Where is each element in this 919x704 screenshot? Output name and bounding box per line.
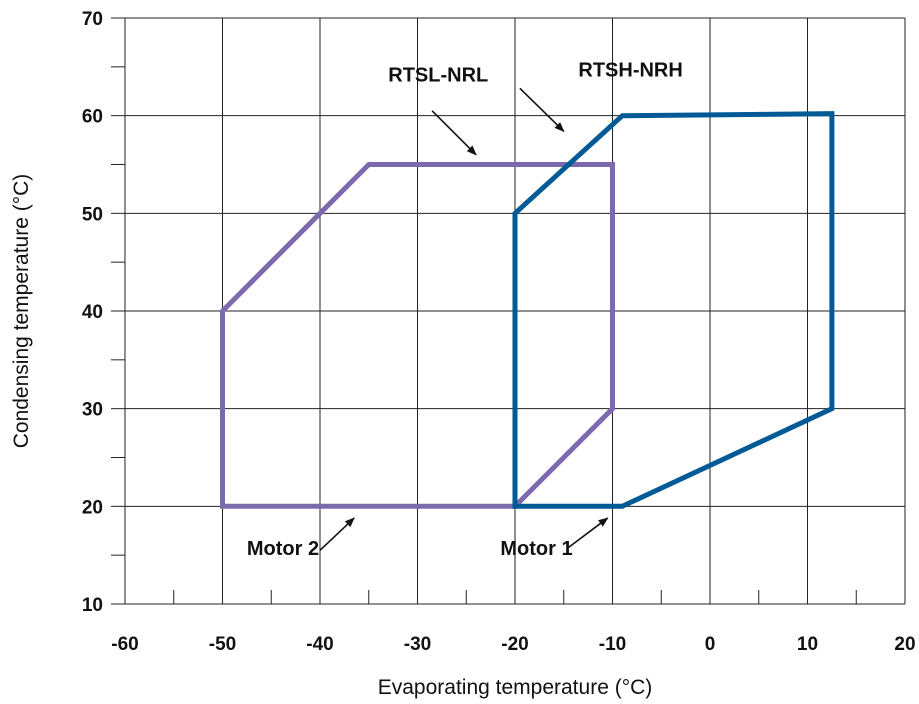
annotation-arrow: [431, 110, 477, 156]
annotation-arrow: [319, 517, 355, 551]
y-tick-label: 30: [82, 400, 103, 421]
x-tick-label: 20: [894, 634, 915, 655]
y-tick-label: 50: [82, 204, 103, 225]
series-group: [220, 111, 835, 509]
grid: [111, 17, 906, 605]
x-tick-label: -60: [111, 634, 138, 655]
y-tick-label: 70: [82, 9, 103, 30]
x-tick-label: 0: [705, 634, 716, 655]
x-tick-label: -50: [209, 634, 236, 655]
annotation-label: RTSH-NRH: [578, 60, 682, 82]
y-axis-title: Condensing temperature (°C): [10, 174, 33, 449]
y-tick-label: 60: [82, 107, 103, 128]
annotation-arrow: [519, 87, 565, 132]
annotation-label: RTSL-NRL: [388, 64, 488, 86]
y-tick-label: 40: [82, 302, 103, 323]
y-tick-label: 20: [82, 497, 103, 518]
x-tick-label: 10: [797, 634, 818, 655]
axis-ticks: -60 -50 -40 -30 -20 -10 0 10 20 10 20 30 40 50 60 70: [82, 9, 916, 655]
series-rtsh-nrh: [512, 111, 835, 509]
x-tick-label: -10: [599, 634, 626, 655]
x-tick-label: -20: [501, 634, 528, 655]
y-tick-label: 10: [82, 595, 103, 616]
annotation-label: Motor 1: [500, 538, 572, 560]
x-axis-title: Evaporating temperature (°C): [378, 676, 653, 699]
annotation-arrow: [568, 517, 609, 548]
annotation-label: Motor 2: [247, 538, 319, 560]
x-tick-label: -30: [404, 634, 431, 655]
x-tick-label: -40: [306, 634, 333, 655]
annotations: RTSL-NRL RTSH-NRH Motor 2 Motor 1: [247, 60, 683, 561]
